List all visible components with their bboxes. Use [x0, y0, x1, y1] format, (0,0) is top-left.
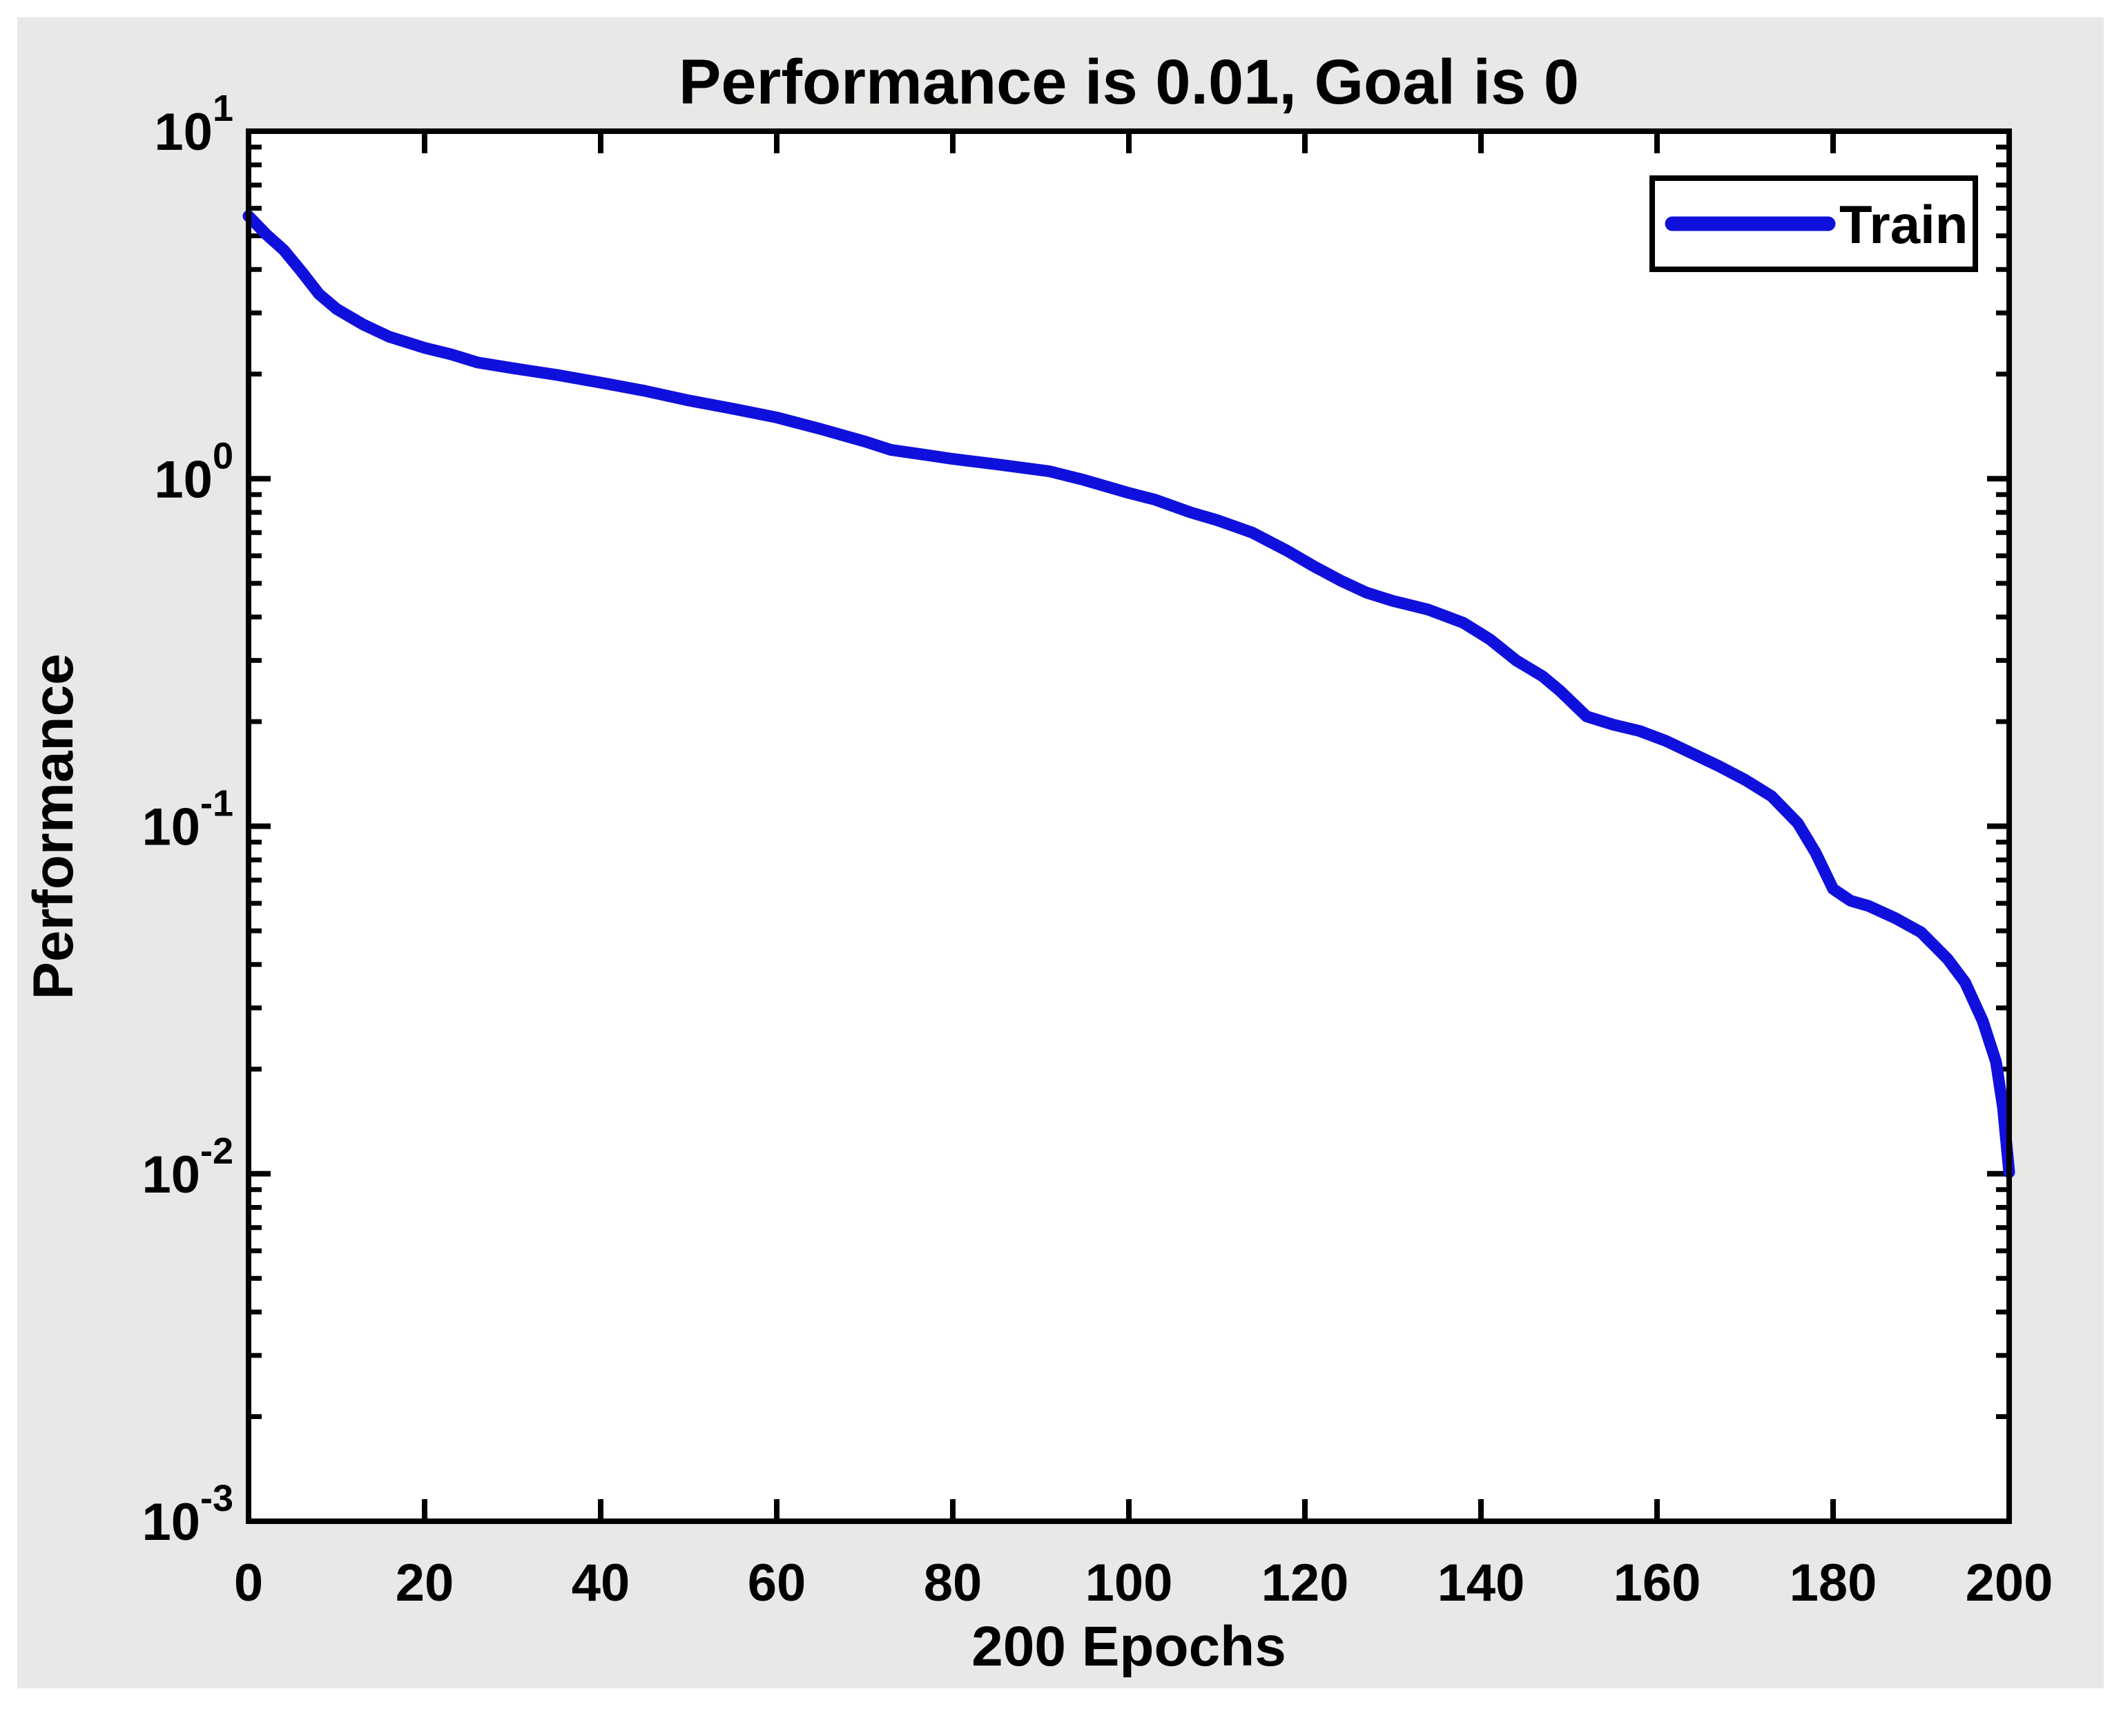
plot-area	[249, 131, 2009, 1521]
x-tick-label: 180	[1790, 1554, 1877, 1612]
x-tick-label: 120	[1261, 1554, 1349, 1612]
y-tick-label: 10-3	[142, 1478, 233, 1552]
plot-border	[246, 128, 2012, 1524]
x-tick-label: 60	[748, 1554, 806, 1612]
x-axis-label: 200 Epochs	[971, 1615, 1286, 1678]
y-tick-label: 101	[154, 88, 233, 162]
x-tick-label: 140	[1437, 1554, 1525, 1612]
chart-title: Performance is 0.01, Goal is 0	[679, 47, 1579, 117]
y-axis-label: Performance	[22, 653, 85, 999]
x-tick-label: 80	[924, 1554, 982, 1612]
x-tick-label: 160	[1614, 1554, 1701, 1612]
legend: Train	[1649, 175, 1978, 272]
x-tick-label: 0	[234, 1554, 263, 1612]
y-tick-labels: 101 100 10-1 10-2 10-3	[142, 88, 233, 1552]
y-tick-label: 10-2	[142, 1130, 233, 1204]
legend-label-train: Train	[1839, 194, 1968, 255]
x-tick-labels: 0 20 40 60 80 100 120 140 160 180 200	[234, 1554, 2053, 1612]
y-tick-label: 100	[154, 435, 233, 509]
x-tick-label: 200	[1966, 1554, 2053, 1612]
train-curve	[242, 210, 2015, 1179]
x-tick-label: 40	[572, 1554, 630, 1612]
x-tick-label: 20	[396, 1554, 454, 1612]
y-tick-label: 10-1	[142, 783, 233, 857]
x-tick-label: 100	[1085, 1554, 1173, 1612]
